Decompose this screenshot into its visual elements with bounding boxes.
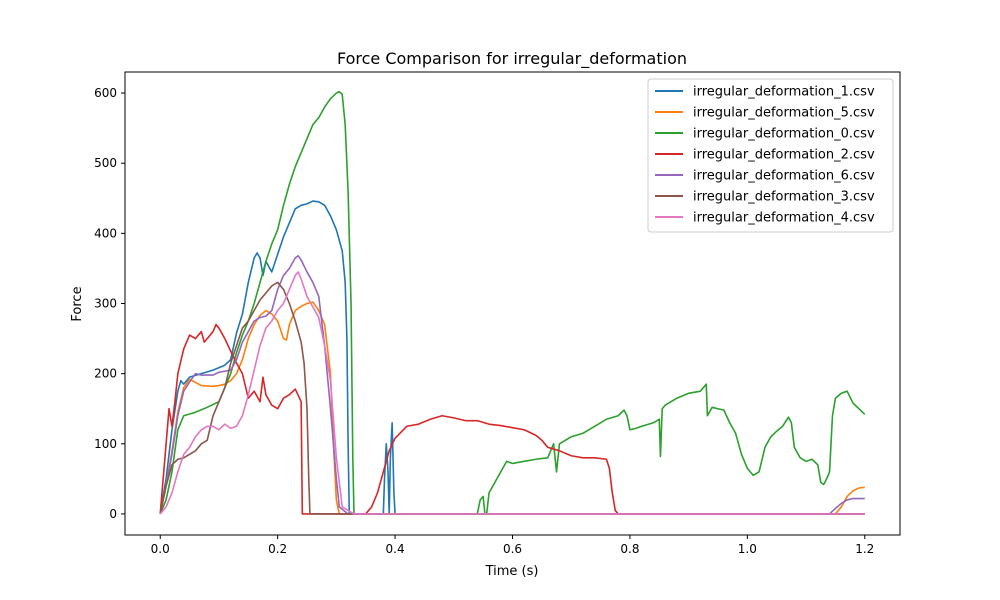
- y-tick-label: 100: [94, 437, 117, 451]
- x-tick-label: 0.0: [151, 542, 170, 556]
- x-axis: 0.0 0.2 0.4 0.6 0.8 1.0 1.2: [151, 535, 874, 556]
- legend-label: irregular_deformation_0.csv: [693, 127, 875, 142]
- x-tick-label: 0.2: [268, 542, 287, 556]
- series-line: [159, 323, 865, 515]
- y-tick-label: 0: [109, 507, 117, 521]
- legend-label: irregular_deformation_1.csv: [693, 85, 875, 100]
- x-tick-label: 1.0: [738, 542, 757, 556]
- y-axis-label: Force: [70, 286, 85, 321]
- series-line: [159, 281, 865, 515]
- legend-label: irregular_deformation_6.csv: [693, 169, 875, 184]
- x-axis-label: Time (s): [485, 564, 539, 579]
- series-line: [159, 200, 865, 515]
- y-axis: 0 100 200 300 400 500 600: [94, 86, 125, 521]
- series-line: [159, 271, 865, 515]
- series-line: [159, 90, 866, 515]
- legend-label: irregular_deformation_5.csv: [693, 106, 875, 121]
- legend-label: irregular_deformation_3.csv: [693, 190, 875, 205]
- x-tick-label: 1.2: [855, 542, 874, 556]
- legend-label: irregular_deformation_2.csv: [693, 148, 875, 163]
- legend-box: [647, 78, 894, 233]
- y-tick-label: 500: [94, 156, 117, 170]
- series-line: [159, 301, 865, 515]
- y-tick-label: 200: [94, 367, 117, 381]
- y-tick-label: 300: [94, 297, 117, 311]
- legend-label: irregular_deformation_4.csv: [693, 211, 875, 226]
- series-line: [159, 255, 865, 515]
- x-tick-label: 0.4: [386, 542, 405, 556]
- x-tick-label: 0.6: [503, 542, 522, 556]
- x-tick-label: 0.8: [620, 542, 639, 556]
- chart-title: Force Comparison for irregular_deformati…: [337, 49, 687, 69]
- legend: irregular_deformation_1.csv irregular_def…: [647, 78, 894, 233]
- series-layer: [159, 90, 866, 515]
- y-tick-label: 600: [94, 86, 117, 100]
- y-tick-label: 400: [94, 226, 117, 240]
